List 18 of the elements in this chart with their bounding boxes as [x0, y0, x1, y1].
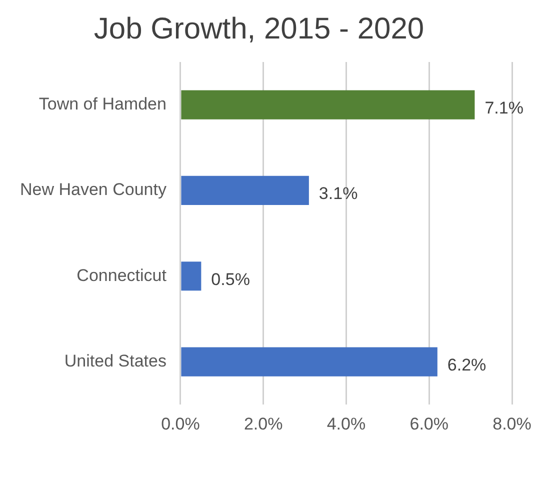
data-label: 0.5% — [211, 270, 250, 289]
y-tick-label: New Haven County — [20, 180, 167, 200]
x-tick-label: 4.0% — [326, 414, 366, 434]
data-label: 7.1% — [484, 98, 524, 118]
bar — [181, 347, 438, 376]
x-tick-label: 0.0% — [161, 414, 200, 434]
bar — [181, 262, 202, 291]
x-tick-label: 2.0% — [244, 414, 283, 434]
y-tick-label: Town of Hamden — [38, 94, 166, 114]
x-tick-label: 8.0% — [492, 414, 532, 434]
y-tick-label: United States — [64, 351, 166, 370]
data-label: 6.2% — [447, 355, 486, 374]
x-tick-label: 6.0% — [410, 414, 448, 434]
data-label: 3.1% — [318, 184, 358, 204]
y-tick-label: Connecticut — [76, 266, 167, 285]
bar — [181, 90, 475, 120]
chart-title: Job Growth, 2015 - 2020 — [94, 12, 424, 46]
bar — [181, 176, 309, 206]
